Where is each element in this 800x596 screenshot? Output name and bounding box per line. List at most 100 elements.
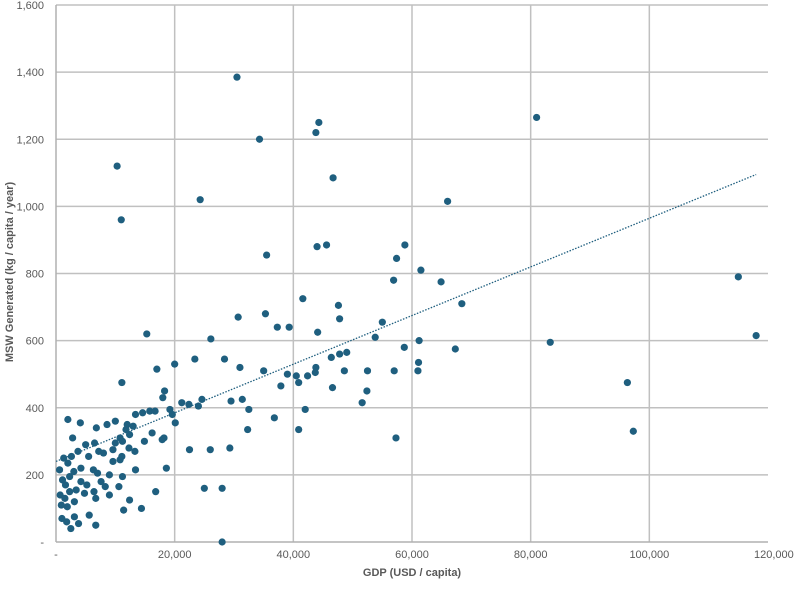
data-point: [92, 494, 100, 502]
data-point: [61, 481, 70, 489]
data-point: [162, 464, 170, 472]
data-point: [60, 454, 68, 462]
data-point: [734, 273, 742, 281]
data-point: [295, 378, 303, 387]
data-point: [196, 196, 204, 204]
data-point: [437, 278, 445, 286]
x-axis-title: GDP (USD / capita): [363, 567, 462, 579]
data-point: [64, 459, 72, 467]
x-tick-label: 60,000: [395, 549, 429, 561]
data-point: [113, 162, 121, 170]
data-point: [295, 425, 303, 434]
data-point: [363, 367, 372, 375]
data-point: [118, 472, 127, 481]
data-point: [117, 216, 125, 224]
data-point: [152, 488, 160, 496]
data-point: [185, 400, 193, 408]
data-point: [69, 434, 77, 442]
data-point: [168, 410, 176, 419]
data-point: [85, 511, 93, 519]
data-point: [226, 444, 234, 452]
data-point: [92, 521, 100, 529]
data-point: [245, 405, 253, 414]
data-point: [148, 429, 156, 437]
data-point: [234, 313, 242, 321]
data-point: [74, 447, 82, 455]
data-point: [55, 466, 64, 474]
data-point: [336, 350, 344, 358]
data-point: [70, 467, 78, 476]
x-tick-label: 100,000: [629, 549, 669, 561]
data-point: [301, 405, 309, 414]
data-point: [260, 367, 268, 375]
data-point: [206, 446, 214, 454]
data-point: [99, 449, 108, 457]
data-point: [414, 358, 423, 367]
data-point: [122, 425, 130, 434]
data-point: [70, 513, 78, 521]
data-point: [125, 444, 133, 452]
data-point: [371, 333, 379, 341]
y-axis-tick-labels: - 200 400 600 800 1,000 1,200 1,400 1,600: [16, 0, 44, 549]
data-point: [66, 472, 74, 481]
data-point: [139, 409, 147, 417]
y-axis-title: MSW Generated (kg / capita / year): [4, 182, 16, 363]
data-point: [218, 484, 226, 492]
data-point: [131, 466, 140, 474]
data-point: [358, 399, 366, 407]
data-point: [109, 446, 117, 454]
data-point: [125, 496, 134, 504]
data-point: [533, 113, 541, 122]
data-point: [58, 514, 66, 523]
y-tick-label: 1,200: [16, 134, 44, 146]
x-tick-label: -: [54, 549, 58, 561]
data-point: [336, 315, 344, 323]
data-point: [129, 422, 137, 430]
data-point: [340, 367, 348, 375]
data-point: [178, 399, 186, 407]
data-point: [80, 489, 89, 497]
data-point: [171, 360, 179, 368]
data-point: [255, 135, 264, 143]
data-point: [311, 368, 319, 377]
data-point: [120, 506, 128, 514]
data-point: [118, 378, 126, 387]
data-point: [77, 464, 85, 472]
data-point: [191, 355, 199, 363]
y-tick-label: 200: [26, 470, 44, 482]
gridlines: [56, 4, 768, 542]
data-point: [417, 266, 425, 274]
data-point: [392, 254, 401, 262]
data-point: [451, 345, 459, 353]
data-point: [285, 323, 293, 331]
data-point: [109, 457, 117, 466]
data-point: [143, 330, 151, 338]
data-point: [390, 367, 398, 375]
data-point: [85, 452, 93, 461]
data-point: [303, 372, 312, 380]
data-point: [90, 488, 98, 496]
data-point: [101, 483, 109, 491]
data-point: [61, 494, 69, 502]
y-tick-label: 1,000: [16, 201, 44, 213]
data-point: [111, 417, 119, 425]
data-point: [74, 519, 83, 528]
data-point: [414, 367, 422, 375]
data-point: [70, 498, 78, 506]
data-point: [400, 343, 408, 351]
y-tick-label: 1,600: [16, 0, 44, 12]
data-point: [314, 328, 322, 336]
data-point: [623, 378, 631, 387]
x-tick-label: 20,000: [158, 549, 192, 561]
data-point: [115, 483, 123, 491]
data-point: [159, 394, 167, 402]
data-point: [378, 318, 386, 326]
data-point: [313, 243, 321, 251]
data-point: [334, 301, 343, 309]
data-point: [283, 370, 291, 378]
data-point: [103, 420, 111, 429]
data-point: [194, 402, 202, 410]
x-tick-label: 40,000: [277, 549, 311, 561]
data-point: [97, 477, 105, 486]
x-tick-label: 80,000: [514, 549, 548, 561]
